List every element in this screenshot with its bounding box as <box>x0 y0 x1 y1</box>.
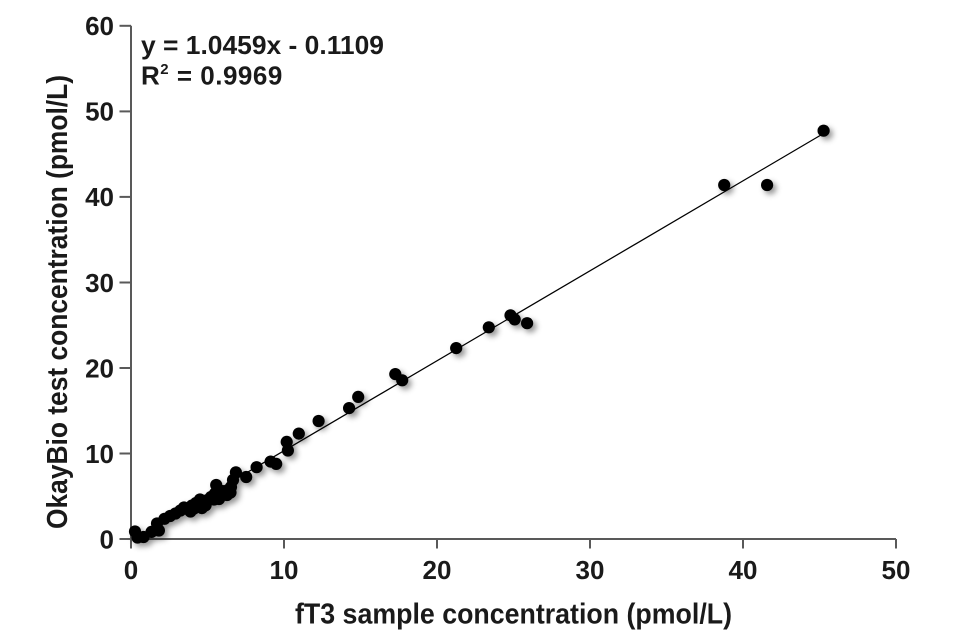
svg-text:20: 20 <box>85 353 114 383</box>
svg-text:0: 0 <box>100 524 114 554</box>
svg-text:50: 50 <box>85 97 114 127</box>
svg-text:OkayBio test concentration (pm: OkayBio test concentration (pmol/L) <box>42 75 74 529</box>
svg-text:R2 = 0.9969: R2 = 0.9969 <box>141 60 283 90</box>
svg-text:50: 50 <box>882 555 911 585</box>
svg-text:fT3 sample concentration (pmol: fT3 sample concentration (pmol/L) <box>295 599 732 631</box>
svg-text:40: 40 <box>729 555 758 585</box>
svg-text:y = 1.0459x - 0.1109: y = 1.0459x - 0.1109 <box>141 30 384 60</box>
svg-text:40: 40 <box>85 182 114 212</box>
svg-text:10: 10 <box>85 439 114 469</box>
svg-text:60: 60 <box>85 11 114 41</box>
svg-text:30: 30 <box>85 268 114 298</box>
svg-text:20: 20 <box>423 555 452 585</box>
svg-text:10: 10 <box>270 555 299 585</box>
svg-text:30: 30 <box>576 555 605 585</box>
svg-text:0: 0 <box>124 555 138 585</box>
